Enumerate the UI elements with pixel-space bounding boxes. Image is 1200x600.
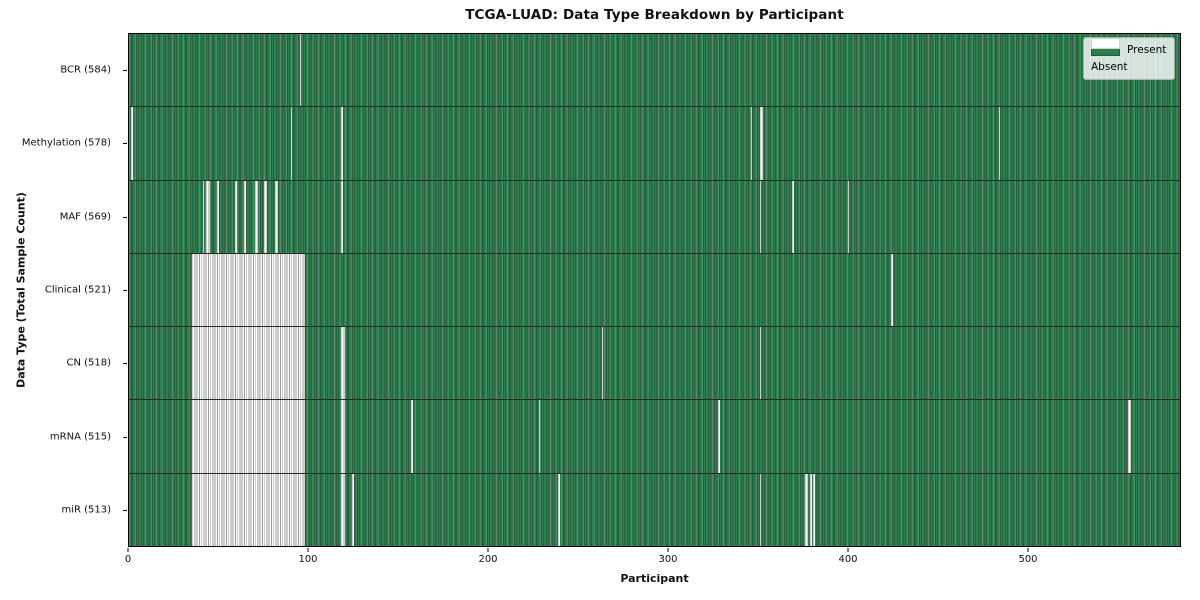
y-tick-mark <box>123 216 127 218</box>
row-label: mRNA (515) <box>49 431 111 443</box>
absent-stripe <box>340 107 343 180</box>
x-tick-mark <box>1027 547 1029 552</box>
y-tick-mark <box>123 436 127 438</box>
x-tick-label: 0 <box>124 554 132 565</box>
absent-stripe <box>718 400 721 473</box>
chart-title: TCGA-LUAD: Data Type Breakdown by Partic… <box>465 7 844 23</box>
absent-stripe <box>351 473 354 546</box>
heatmap-row-cn <box>129 327 1180 401</box>
x-tick-label: 400 <box>838 554 858 565</box>
absent-stripe <box>243 180 246 253</box>
x-tick-mark <box>307 547 309 552</box>
legend: Present Absent <box>1083 37 1176 80</box>
x-tick-mark <box>847 547 849 552</box>
legend-label-absent: Absent <box>1091 61 1128 73</box>
x-tick-label: 200 <box>478 554 498 565</box>
heatmap-row-methylation <box>129 107 1180 181</box>
row-label: CN (518) <box>66 357 111 369</box>
row-label: Methylation (578) <box>21 137 111 149</box>
absent-stripe <box>217 180 219 253</box>
absent-stripe <box>759 180 762 253</box>
absent-stripe <box>340 180 343 253</box>
heatmap-row-clinical <box>129 253 1180 328</box>
absent-stripe <box>202 180 205 253</box>
absent-stripe <box>804 473 809 546</box>
y-axis-row-labels: BCR (584) Methylation (578) MAF (569) Clini… <box>0 33 119 547</box>
heatmap-row-maf <box>129 180 1180 254</box>
absent-stripe <box>750 107 753 180</box>
absent-stripe <box>191 253 306 327</box>
heatmap-row-bcr <box>129 34 1180 108</box>
y-tick-mark <box>123 143 127 145</box>
legend-item-absent: Absent <box>1091 38 1166 73</box>
heatmap-row-mir <box>129 473 1180 546</box>
absent-stripe <box>813 473 816 546</box>
y-tick-mark <box>123 290 127 291</box>
absent-stripe <box>206 180 210 253</box>
x-tick-mark <box>127 547 129 552</box>
absent-stripe <box>340 400 345 473</box>
absent-stripe <box>340 327 345 400</box>
absent-stripe <box>890 253 893 327</box>
legend-swatch-absent <box>1091 38 1120 49</box>
absent-stripe <box>274 180 279 253</box>
x-tick-label: 100 <box>298 554 318 565</box>
x-tick-label: 300 <box>658 554 678 565</box>
absent-stripe <box>130 107 133 180</box>
row-label: miR (513) <box>61 504 111 516</box>
x-tick-mark <box>487 547 489 552</box>
row-label: Clinical (521) <box>44 284 111 296</box>
absent-stripe <box>1127 400 1132 473</box>
absent-stripe <box>263 180 268 253</box>
absent-stripe <box>998 107 1001 180</box>
absent-stripe <box>290 107 293 180</box>
heatmap-plot-area <box>128 33 1181 547</box>
absent-stripe <box>191 473 306 546</box>
absent-stripe <box>759 327 762 400</box>
legend-label-present: Present <box>1127 44 1167 56</box>
absent-stripe <box>234 180 237 253</box>
row-label: BCR (584) <box>60 64 111 76</box>
absent-stripe <box>601 327 604 400</box>
absent-stripe <box>191 400 306 473</box>
absent-stripe <box>791 180 794 253</box>
heatmap-row-mrna <box>129 400 1180 474</box>
y-tick-mark <box>123 69 127 71</box>
y-tick-mark <box>123 363 127 365</box>
absent-stripe <box>340 473 345 546</box>
absent-stripe <box>809 473 812 546</box>
absent-stripe <box>411 400 413 473</box>
x-tick-mark <box>667 547 669 552</box>
x-tick-label: 500 <box>1018 554 1038 565</box>
absent-stripe <box>847 180 850 253</box>
absent-stripe <box>538 400 541 473</box>
absent-stripe <box>759 107 764 180</box>
y-tick-mark <box>123 510 127 512</box>
x-axis-label: Participant <box>620 572 689 585</box>
absent-stripe <box>759 473 762 546</box>
absent-stripe <box>299 34 302 107</box>
absent-stripe <box>191 327 306 400</box>
row-label: MAF (569) <box>59 211 111 223</box>
absent-stripe <box>254 180 259 253</box>
absent-stripe <box>558 473 561 546</box>
